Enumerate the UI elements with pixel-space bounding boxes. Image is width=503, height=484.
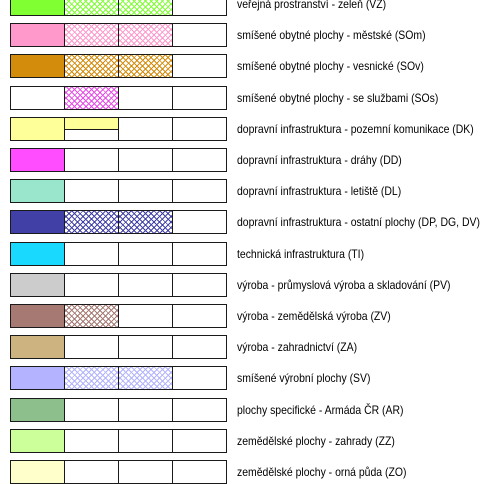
empty-swatch — [64, 335, 119, 360]
empty-swatch — [118, 148, 173, 172]
legend-label: smíšené obytné plochy - městské (SOm) — [237, 28, 426, 43]
empty-swatch — [64, 428, 119, 453]
empty-swatch — [118, 460, 173, 484]
legend-label: plochy specifické - Armáda ČR (AR) — [237, 402, 404, 417]
color-swatch-hatched — [118, 366, 173, 391]
color-swatch-partial-fill — [65, 117, 118, 130]
empty-swatch — [172, 335, 227, 360]
empty-swatch — [172, 54, 227, 79]
legend-row: smíšené obytné plochy - se službami (SOs… — [0, 85, 503, 110]
empty-swatch — [172, 241, 227, 266]
empty-swatch — [118, 179, 173, 204]
legend-label: smíšené obytné plochy - se službami (SOs… — [237, 90, 439, 105]
empty-swatch — [172, 397, 227, 422]
color-swatch-solid — [10, 0, 65, 16]
color-swatch-solid — [10, 54, 65, 79]
empty-swatch — [172, 148, 227, 172]
legend-row: dopravní infrastruktura - letiště (DL) — [0, 179, 503, 204]
empty-swatch — [118, 85, 173, 110]
empty-swatch — [64, 397, 119, 422]
empty-swatch — [172, 460, 227, 484]
legend-row: technická infrastruktura (TI) — [0, 241, 503, 266]
empty-swatch — [118, 304, 173, 328]
color-swatch-hatched — [64, 85, 119, 110]
legend-label: dopravní infrastruktura - letiště (DL) — [237, 184, 402, 199]
color-swatch-solid — [10, 428, 65, 453]
empty-swatch — [172, 366, 227, 391]
color-swatch-hatched — [118, 0, 173, 16]
empty-swatch — [64, 241, 119, 266]
color-swatch-solid — [10, 366, 65, 391]
color-swatch-hatched — [64, 304, 119, 328]
empty-swatch — [172, 23, 227, 48]
empty-swatch — [172, 116, 227, 141]
color-swatch-solid — [10, 272, 65, 297]
color-swatch-hatched — [64, 54, 119, 79]
color-swatch-hatched — [118, 210, 173, 235]
empty-swatch — [172, 304, 227, 328]
empty-swatch — [64, 179, 119, 204]
legend-row: výroba - zahradnictví (ZA) — [0, 335, 503, 360]
color-swatch-hatched — [118, 23, 173, 48]
legend-row: dopravní infrastruktura - pozemní komuni… — [0, 116, 503, 141]
empty-swatch — [10, 85, 65, 110]
empty-swatch — [64, 272, 119, 297]
empty-swatch — [64, 148, 119, 172]
legend-label: technická infrastruktura (TI) — [237, 246, 365, 261]
legend-row: plochy specifické - Armáda ČR (AR) — [0, 397, 503, 422]
legend-label: smíšené obytné plochy - vesnické (SOv) — [237, 59, 424, 74]
legend-row: smíšené výrobní plochy (SV) — [0, 366, 503, 391]
empty-swatch — [172, 210, 227, 235]
empty-swatch — [118, 397, 173, 422]
legend-label: dopravní infrastruktura - ostatní plochy… — [237, 215, 480, 230]
legend-row: zemědělské plochy - orná půda (ZO) — [0, 460, 503, 484]
color-swatch-hatched — [118, 54, 173, 79]
color-swatch-solid — [10, 304, 65, 328]
legend-label: zemědělské plochy - orná půda (ZO) — [237, 465, 407, 479]
color-swatch-solid — [10, 397, 65, 422]
legend-label: dopravní infrastruktura - dráhy (DD) — [237, 153, 402, 167]
empty-swatch — [172, 179, 227, 204]
color-swatch-solid — [10, 241, 65, 266]
color-swatch-solid — [10, 116, 65, 141]
color-swatch-solid — [10, 148, 65, 172]
empty-swatch — [64, 460, 119, 484]
color-swatch-hatched — [64, 0, 119, 16]
legend-row: výroba - zemědělská výroba (ZV) — [0, 304, 503, 328]
empty-swatch — [118, 335, 173, 360]
legend-row: dopravní infrastruktura - ostatní plochy… — [0, 210, 503, 235]
legend-row: zemědělské plochy - zahrady (ZZ) — [0, 428, 503, 453]
empty-swatch — [118, 272, 173, 297]
color-swatch-hatched — [64, 366, 119, 391]
legend-label: dopravní infrastruktura - pozemní komuni… — [237, 121, 474, 136]
empty-swatch — [172, 272, 227, 297]
legend-row: veřejná prostranství - zeleň (VZ) — [0, 0, 503, 16]
legend-row: smíšené obytné plochy - vesnické (SOv) — [0, 54, 503, 79]
empty-swatch — [172, 428, 227, 453]
legend-label: veřejná prostranství - zeleň (VZ) — [237, 0, 387, 11]
legend-label: výroba - zemědělská výroba (ZV) — [237, 309, 391, 323]
color-swatch-solid — [10, 210, 65, 235]
legend-row: dopravní infrastruktura - dráhy (DD) — [0, 148, 503, 172]
legend-label: zemědělské plochy - zahrady (ZZ) — [237, 433, 395, 448]
empty-swatch — [118, 428, 173, 453]
empty-swatch — [118, 116, 173, 141]
legend-label: výroba - průmyslová výroba a skladování … — [237, 277, 451, 292]
legend-row: smíšené obytné plochy - městské (SOm) — [0, 23, 503, 48]
empty-swatch — [172, 85, 227, 110]
color-swatch-partial — [64, 116, 119, 141]
legend-label: výroba - zahradnictví (ZA) — [237, 340, 358, 355]
legend-label: smíšené výrobní plochy (SV) — [237, 371, 371, 386]
color-swatch-solid — [10, 460, 65, 484]
color-swatch-solid — [10, 335, 65, 360]
legend-row: výroba - průmyslová výroba a skladování … — [0, 272, 503, 297]
color-swatch-solid — [10, 179, 65, 204]
color-swatch-hatched — [64, 23, 119, 48]
color-swatch-solid — [10, 23, 65, 48]
empty-swatch — [118, 241, 173, 266]
color-swatch-hatched — [64, 210, 119, 235]
empty-swatch — [172, 0, 227, 16]
